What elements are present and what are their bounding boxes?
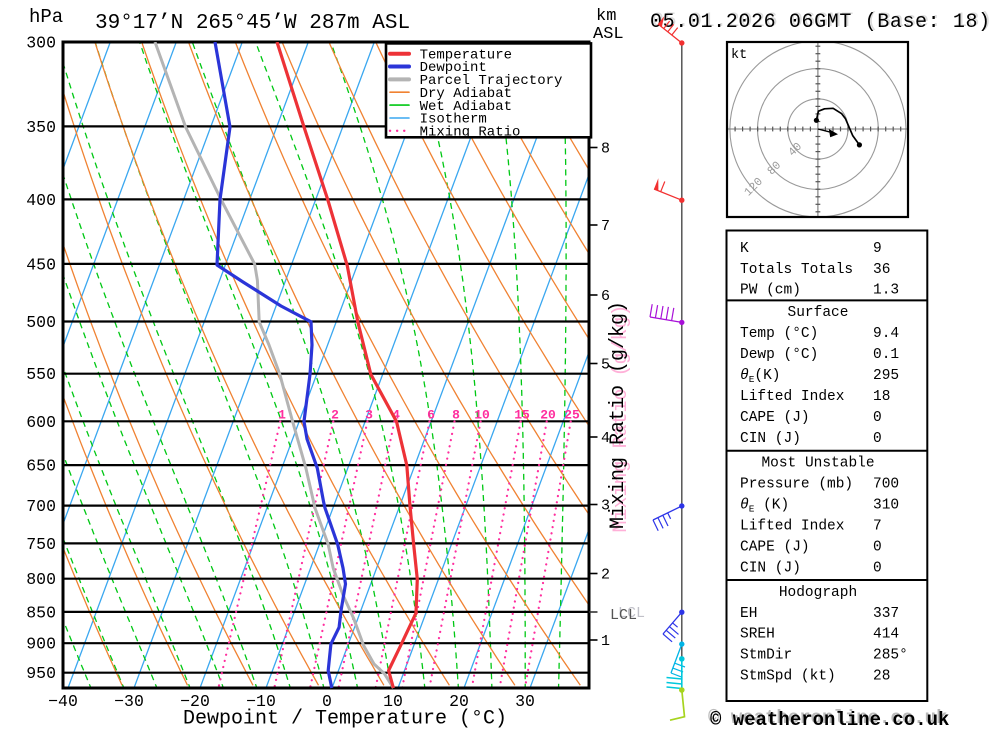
svg-text:900: 900 xyxy=(26,635,56,654)
svg-text:Most Unstable: Most Unstable xyxy=(761,456,874,472)
svg-text:10: 10 xyxy=(383,692,403,711)
svg-text:310: 310 xyxy=(873,497,899,513)
svg-text:800: 800 xyxy=(26,570,56,589)
svg-text:350: 350 xyxy=(26,118,56,137)
svg-text:1: 1 xyxy=(278,408,286,423)
svg-text:−30: −30 xyxy=(114,692,144,711)
svg-text:3: 3 xyxy=(365,408,373,423)
svg-text:Wet Adiabat: Wet Adiabat xyxy=(420,99,512,115)
svg-text:CIN (J): CIN (J) xyxy=(740,560,801,576)
svg-text:400: 400 xyxy=(26,191,56,210)
svg-text:θE(K): θE(K) xyxy=(740,368,781,385)
svg-text:3: 3 xyxy=(601,498,610,515)
svg-text:450: 450 xyxy=(26,255,56,274)
svg-text:LCL: LCL xyxy=(610,607,637,624)
svg-text:0: 0 xyxy=(322,692,332,711)
svg-text:Dry Adiabat: Dry Adiabat xyxy=(420,86,512,102)
svg-text:0: 0 xyxy=(873,560,882,576)
svg-text:18: 18 xyxy=(873,389,890,405)
svg-text:Temp (°C): Temp (°C) xyxy=(740,326,818,342)
svg-text:28: 28 xyxy=(873,669,890,685)
svg-text:337: 337 xyxy=(873,606,899,622)
svg-text:9: 9 xyxy=(873,241,882,257)
svg-text:6: 6 xyxy=(601,288,610,305)
svg-text:295: 295 xyxy=(873,368,899,384)
svg-text:CIN (J): CIN (J) xyxy=(740,431,801,447)
svg-text:Hodograph: Hodograph xyxy=(779,585,857,601)
svg-text:Totals Totals: Totals Totals xyxy=(740,262,853,278)
svg-text:8: 8 xyxy=(601,141,610,158)
svg-text:© weatheronline.co.uk: © weatheronline.co.uk xyxy=(710,709,949,731)
svg-text:05.01.2026 06GMT (Base: 18): 05.01.2026 06GMT (Base: 18) xyxy=(650,11,991,34)
svg-text:Mixing Ratio: Mixing Ratio xyxy=(420,125,521,141)
svg-text:−20: −20 xyxy=(180,692,210,711)
svg-text:Temperature: Temperature xyxy=(420,47,512,63)
svg-text:Pressure (mb): Pressure (mb) xyxy=(740,477,853,493)
svg-text:700: 700 xyxy=(26,497,56,516)
svg-text:700: 700 xyxy=(873,477,899,493)
svg-text:Dewp (°C): Dewp (°C) xyxy=(740,347,818,363)
svg-text:Dewpoint / Temperature (°C): Dewpoint / Temperature (°C) xyxy=(183,708,507,731)
svg-text:5: 5 xyxy=(601,357,610,374)
svg-text:km: km xyxy=(596,7,616,26)
svg-text:Parcel Trajectory: Parcel Trajectory xyxy=(420,73,563,89)
svg-text:10: 10 xyxy=(474,408,490,423)
svg-text:20: 20 xyxy=(449,692,469,711)
svg-text:414: 414 xyxy=(873,627,899,643)
svg-text:0: 0 xyxy=(873,539,882,555)
svg-text:2: 2 xyxy=(331,408,339,423)
svg-text:20: 20 xyxy=(540,408,556,423)
svg-text:StmSpd (kt): StmSpd (kt) xyxy=(740,669,836,685)
svg-text:4: 4 xyxy=(601,430,610,447)
svg-text:1: 1 xyxy=(601,633,610,650)
svg-text:500: 500 xyxy=(26,313,56,332)
svg-text:PW (cm): PW (cm) xyxy=(740,283,801,299)
svg-text:LCL: LCL xyxy=(618,605,645,622)
svg-text:ASL: ASL xyxy=(593,25,624,44)
svg-text:600: 600 xyxy=(26,413,56,432)
svg-text:650: 650 xyxy=(26,457,56,476)
svg-text:CAPE (J): CAPE (J) xyxy=(740,539,810,555)
svg-text:30: 30 xyxy=(515,692,535,711)
svg-text:550: 550 xyxy=(26,365,56,384)
svg-text:K: K xyxy=(740,241,749,257)
svg-text:7: 7 xyxy=(873,518,882,534)
svg-text:285°: 285° xyxy=(873,648,908,664)
svg-text:hPa: hPa xyxy=(29,6,63,28)
svg-text:25: 25 xyxy=(564,408,580,423)
svg-text:0.1: 0.1 xyxy=(873,347,899,363)
svg-text:−40: −40 xyxy=(48,692,78,711)
svg-text:Mixing Ratio (g/kg): Mixing Ratio (g/kg) xyxy=(610,304,633,532)
svg-text:θE (K): θE (K) xyxy=(740,497,789,514)
svg-text:Lifted Index: Lifted Index xyxy=(740,518,845,534)
svg-text:950: 950 xyxy=(26,664,56,683)
svg-text:Surface: Surface xyxy=(788,305,849,321)
svg-text:1.3: 1.3 xyxy=(873,283,899,299)
svg-text:9.4: 9.4 xyxy=(873,326,899,342)
svg-text:Dewpoint: Dewpoint xyxy=(420,60,487,76)
svg-text:2: 2 xyxy=(601,567,610,584)
svg-text:0: 0 xyxy=(873,431,882,447)
svg-text:750: 750 xyxy=(26,535,56,554)
svg-text:15: 15 xyxy=(514,408,530,423)
svg-text:300: 300 xyxy=(26,34,56,53)
svg-text:CAPE (J): CAPE (J) xyxy=(740,410,810,426)
svg-text:4: 4 xyxy=(392,408,400,423)
svg-text:Mixing Ratio (g/kg): Mixing Ratio (g/kg) xyxy=(607,301,630,529)
svg-text:0: 0 xyxy=(873,410,882,426)
svg-text:6: 6 xyxy=(427,408,435,423)
svg-text:Isotherm: Isotherm xyxy=(420,112,487,128)
svg-text:Lifted Index: Lifted Index xyxy=(740,389,845,405)
svg-text:850: 850 xyxy=(26,603,56,622)
svg-text:EH: EH xyxy=(740,606,757,622)
svg-text:−10: −10 xyxy=(246,692,276,711)
svg-text:StmDir: StmDir xyxy=(740,648,792,664)
svg-text:39°17’N 265°45’W 287m ASL: 39°17’N 265°45’W 287m ASL xyxy=(95,12,410,35)
svg-text:36: 36 xyxy=(873,262,890,278)
svg-text:8: 8 xyxy=(452,408,460,423)
svg-text:kt: kt xyxy=(731,48,747,63)
svg-text:SREH: SREH xyxy=(740,627,775,643)
svg-text:7: 7 xyxy=(601,218,610,235)
